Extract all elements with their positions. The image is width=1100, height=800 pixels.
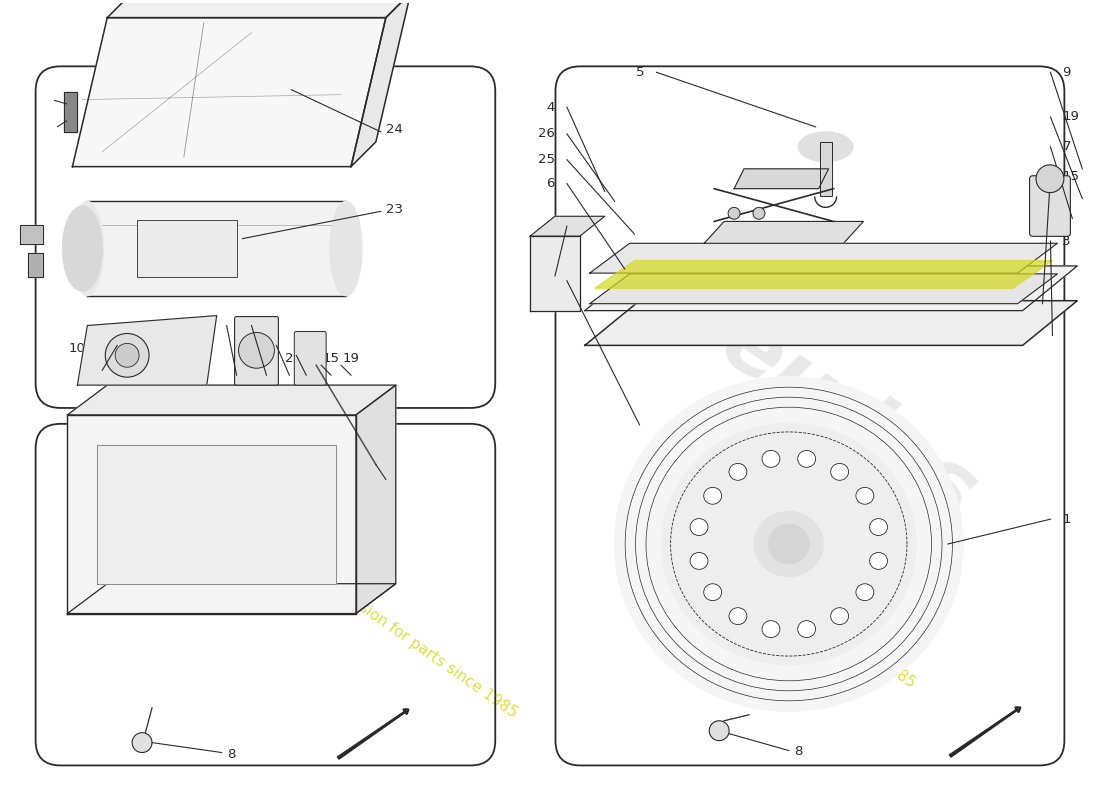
Text: a passion for parts since 1985: a passion for parts since 1985	[719, 546, 917, 691]
Text: eudos: eudos	[705, 302, 992, 538]
Polygon shape	[67, 385, 396, 415]
FancyBboxPatch shape	[1030, 176, 1070, 236]
Circle shape	[116, 343, 139, 367]
Polygon shape	[595, 261, 1053, 288]
Text: 12: 12	[538, 274, 556, 287]
Circle shape	[710, 721, 729, 741]
Ellipse shape	[870, 553, 888, 570]
Polygon shape	[356, 385, 396, 614]
Text: 2: 2	[547, 220, 556, 233]
Ellipse shape	[729, 608, 747, 625]
Ellipse shape	[755, 511, 823, 577]
Ellipse shape	[330, 202, 362, 296]
Text: 5: 5	[636, 66, 645, 78]
Ellipse shape	[729, 463, 747, 480]
Text: 6: 6	[547, 177, 556, 190]
Text: 7: 7	[302, 352, 310, 366]
Ellipse shape	[768, 524, 810, 564]
Text: 19: 19	[342, 352, 360, 366]
Text: 15: 15	[322, 352, 340, 366]
Polygon shape	[590, 274, 1057, 304]
Circle shape	[132, 733, 152, 753]
Polygon shape	[20, 225, 43, 244]
Ellipse shape	[762, 450, 780, 467]
Ellipse shape	[870, 518, 888, 535]
Text: 7: 7	[1063, 140, 1071, 154]
Polygon shape	[585, 301, 1077, 346]
Text: 8: 8	[794, 745, 802, 758]
Ellipse shape	[856, 584, 873, 601]
Text: 23: 23	[386, 203, 403, 216]
Polygon shape	[734, 169, 828, 189]
Text: 1: 1	[1063, 513, 1071, 526]
Text: 10: 10	[69, 342, 86, 355]
Text: 8: 8	[227, 748, 235, 761]
Polygon shape	[351, 0, 410, 166]
Text: 4: 4	[547, 101, 556, 114]
Circle shape	[728, 207, 740, 219]
Polygon shape	[97, 445, 337, 584]
Ellipse shape	[830, 463, 848, 480]
Text: 24: 24	[386, 123, 403, 136]
Text: 15: 15	[1063, 170, 1079, 183]
Ellipse shape	[690, 518, 708, 535]
Text: 11: 11	[257, 352, 275, 366]
Ellipse shape	[762, 621, 780, 638]
FancyBboxPatch shape	[234, 317, 278, 385]
Text: a passion for parts since 1985: a passion for parts since 1985	[321, 576, 519, 721]
Ellipse shape	[615, 377, 962, 711]
Ellipse shape	[704, 584, 722, 601]
Text: 9: 9	[232, 352, 241, 366]
Ellipse shape	[798, 621, 815, 638]
Polygon shape	[77, 315, 217, 385]
Ellipse shape	[798, 450, 815, 467]
Polygon shape	[704, 222, 864, 243]
Polygon shape	[67, 584, 396, 614]
Polygon shape	[67, 415, 356, 614]
FancyBboxPatch shape	[295, 331, 326, 385]
Bar	[820, 142, 832, 197]
Ellipse shape	[704, 487, 722, 504]
Polygon shape	[87, 202, 346, 296]
Bar	[138, 220, 236, 277]
Ellipse shape	[63, 206, 102, 291]
Circle shape	[754, 207, 764, 219]
Polygon shape	[530, 236, 580, 310]
Ellipse shape	[856, 487, 873, 504]
Polygon shape	[28, 254, 43, 277]
Polygon shape	[73, 18, 386, 166]
Text: 26: 26	[538, 127, 556, 140]
Polygon shape	[590, 243, 1057, 273]
Polygon shape	[65, 93, 77, 132]
Text: 2: 2	[285, 352, 294, 366]
Polygon shape	[530, 216, 605, 236]
Polygon shape	[107, 0, 410, 18]
Ellipse shape	[690, 553, 708, 570]
Circle shape	[239, 333, 274, 368]
Ellipse shape	[662, 423, 916, 665]
Ellipse shape	[799, 132, 853, 162]
Polygon shape	[585, 266, 1077, 310]
Text: 3: 3	[1063, 234, 1071, 248]
Text: eudos: eudos	[68, 409, 336, 630]
Text: 19: 19	[1063, 110, 1079, 123]
Text: 25: 25	[538, 153, 556, 166]
Ellipse shape	[830, 608, 848, 625]
Ellipse shape	[72, 202, 103, 296]
Circle shape	[1036, 165, 1064, 193]
Text: 9: 9	[1063, 66, 1070, 78]
Circle shape	[106, 334, 148, 377]
